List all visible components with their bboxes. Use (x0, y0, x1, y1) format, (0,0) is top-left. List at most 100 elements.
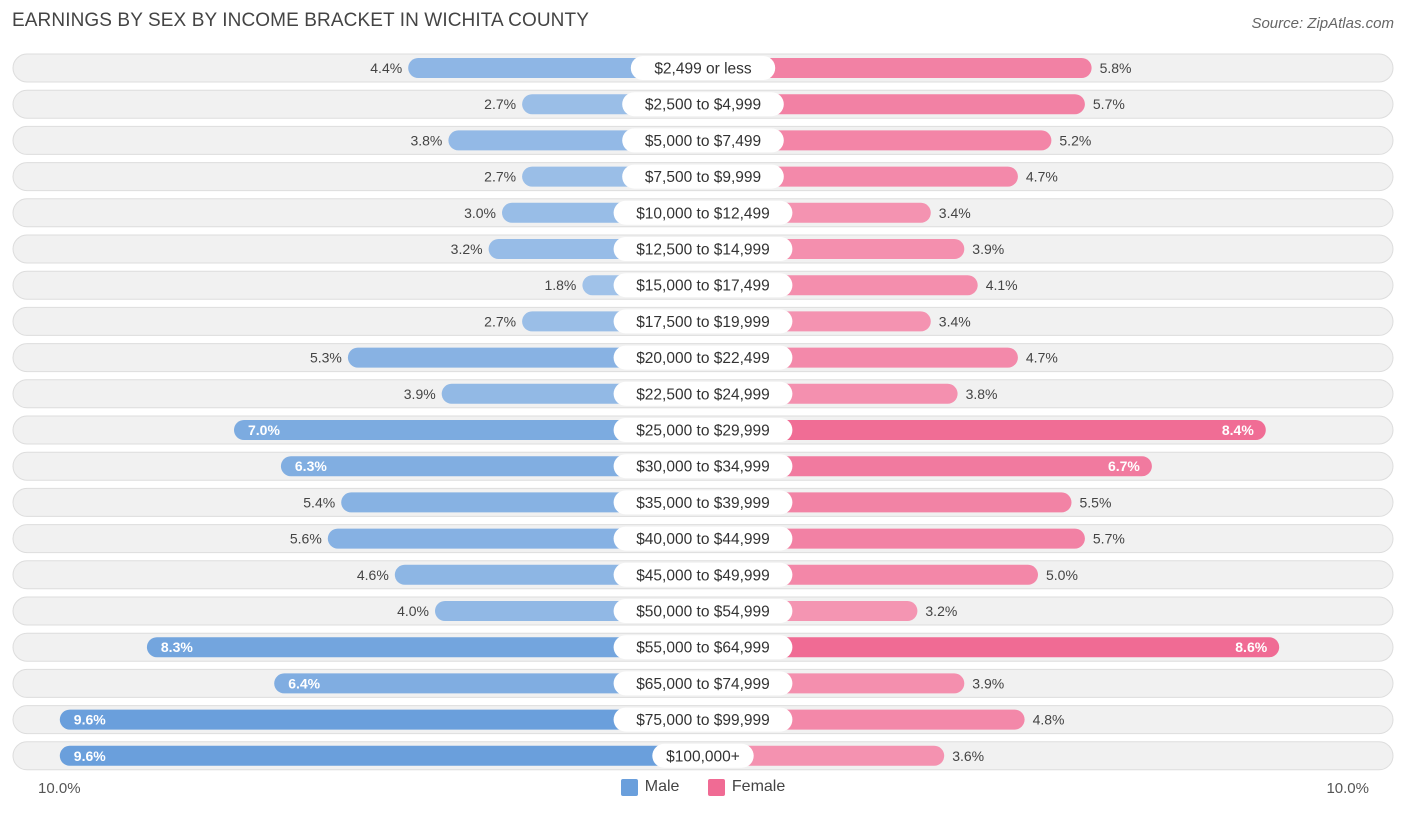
row-3: $7,500 to $9,999 2.7% 4.7% (12, 162, 1394, 192)
row-5: $12,500 to $14,999 3.2% 3.9% (12, 234, 1394, 264)
bar-male (146, 637, 713, 658)
value-label-male: 4.6% (357, 567, 389, 583)
bar-male (274, 673, 713, 694)
row-0: $2,499 or less 4.4% 5.8% (12, 53, 1394, 83)
category-label-bg (613, 562, 793, 587)
value-label-female: 5.5% (1080, 494, 1112, 510)
category-label-bg (613, 526, 793, 551)
category-label-bg (613, 490, 793, 515)
value-label-female: 4.8% (1033, 712, 1065, 728)
category-label: $17,500 to $19,999 (636, 314, 770, 331)
row-2: $5,000 to $7,499 3.8% 5.2% (12, 125, 1394, 155)
category-label: $25,000 to $29,999 (636, 423, 770, 440)
category-label: $7,500 to $9,999 (645, 169, 761, 186)
value-label-male: 7.0% (248, 422, 280, 438)
value-label-male: 6.3% (295, 458, 327, 474)
value-label-female: 5.8% (1100, 60, 1132, 76)
value-label-male: 5.3% (310, 350, 342, 366)
value-label-male: 2.7% (484, 96, 516, 112)
bar-male (59, 745, 714, 766)
category-label-bg (613, 707, 793, 732)
category-label: $5,000 to $7,499 (645, 133, 761, 150)
value-label-male: 9.6% (74, 748, 106, 764)
row-19: $100,000+ 9.6% 3.6% (12, 741, 1394, 771)
value-label-male: 3.0% (464, 205, 496, 221)
bar-female (693, 420, 1266, 440)
value-label-female: 8.4% (1222, 422, 1254, 438)
value-label-male: 1.8% (544, 277, 576, 293)
legend: Male Female (0, 778, 1406, 801)
bar-female (693, 58, 1092, 78)
category-label-bg (613, 635, 793, 660)
value-label-female: 4.7% (1026, 169, 1058, 185)
chart-title: EARNINGS BY SEX BY INCOME BRACKET IN WIC… (12, 10, 589, 31)
value-label-female: 5.2% (1059, 132, 1091, 148)
value-label-female: 3.2% (925, 603, 957, 619)
category-label-bg (613, 418, 793, 442)
row-4: $10,000 to $12,499 3.0% 3.4% (12, 198, 1394, 228)
category-label: $65,000 to $74,999 (636, 676, 770, 693)
bar-male (280, 456, 713, 477)
category-label-bg (613, 454, 793, 479)
legend-label-male: Male (644, 778, 680, 795)
value-label-female: 5.0% (1046, 567, 1078, 583)
row-13: $40,000 to $44,999 5.6% 5.7% (12, 524, 1394, 554)
category-label-bg (613, 200, 793, 225)
category-label-bg (613, 671, 793, 696)
row-8: $20,000 to $22,499 5.3% 4.7% (12, 343, 1394, 373)
category-label: $15,000 to $17,499 (636, 278, 770, 295)
legend-item-female[interactable]: Female (707, 778, 785, 796)
category-label: $10,000 to $12,499 (636, 205, 770, 222)
bar-female (693, 456, 1152, 477)
value-label-male: 4.0% (397, 603, 429, 619)
category-label: $35,000 to $39,999 (636, 495, 770, 512)
row-18: $75,000 to $99,999 9.6% 4.8% (12, 705, 1394, 735)
chart-source: Source: ZipAtlas.com (1251, 15, 1394, 32)
category-label-bg (613, 345, 793, 370)
category-label: $30,000 to $34,999 (636, 459, 770, 476)
value-label-female: 6.7% (1108, 458, 1140, 474)
legend-item-male[interactable]: Male (620, 778, 680, 796)
legend-swatch-female (707, 778, 725, 796)
category-label: $100,000+ (666, 748, 740, 765)
value-label-male: 5.4% (303, 494, 335, 510)
row-17: $65,000 to $74,999 6.4% 3.9% (12, 668, 1394, 698)
category-label-bg (613, 381, 793, 406)
row-6: $15,000 to $17,499 1.8% 4.1% (12, 270, 1394, 300)
value-label-female: 3.4% (939, 205, 971, 221)
category-label-bg (622, 92, 784, 117)
row-10: $25,000 to $29,999 7.0% 8.4% (12, 415, 1394, 445)
row-15: $50,000 to $54,999 4.0% 3.2% (12, 596, 1394, 626)
value-label-male: 9.6% (74, 712, 106, 728)
value-label-male: 3.8% (410, 132, 442, 148)
category-label-bg (622, 164, 784, 189)
category-label-bg (630, 56, 776, 80)
category-label-bg (613, 273, 793, 298)
category-label-bg (622, 128, 784, 153)
category-label-bg (613, 309, 793, 334)
value-label-female: 3.4% (939, 313, 971, 329)
value-label-female: 5.7% (1093, 96, 1125, 112)
bar-male (59, 709, 714, 730)
axis-min-label: 10.0% (38, 780, 81, 797)
category-label-bg (613, 237, 793, 261)
value-label-male: 3.9% (404, 386, 436, 402)
category-label: $2,500 to $4,999 (645, 97, 761, 114)
value-label-male: 5.6% (290, 531, 322, 547)
value-label-female: 5.7% (1093, 531, 1125, 547)
value-label-female: 4.7% (1026, 350, 1058, 366)
category-label: $2,499 or less (654, 61, 752, 78)
bar-male (234, 420, 713, 440)
bar-female (693, 637, 1280, 658)
category-label-bg (613, 599, 793, 623)
category-label: $55,000 to $64,999 (636, 640, 770, 657)
axis-max-label: 10.0% (1326, 780, 1369, 797)
legend-swatch-male (620, 778, 638, 796)
category-label: $20,000 to $22,499 (636, 350, 770, 367)
bar-female (693, 94, 1085, 115)
bar-female (693, 745, 945, 766)
value-label-female: 8.6% (1235, 639, 1267, 655)
value-label-male: 2.7% (484, 313, 516, 329)
value-label-male: 4.4% (370, 60, 402, 76)
value-label-female: 4.1% (986, 277, 1018, 293)
